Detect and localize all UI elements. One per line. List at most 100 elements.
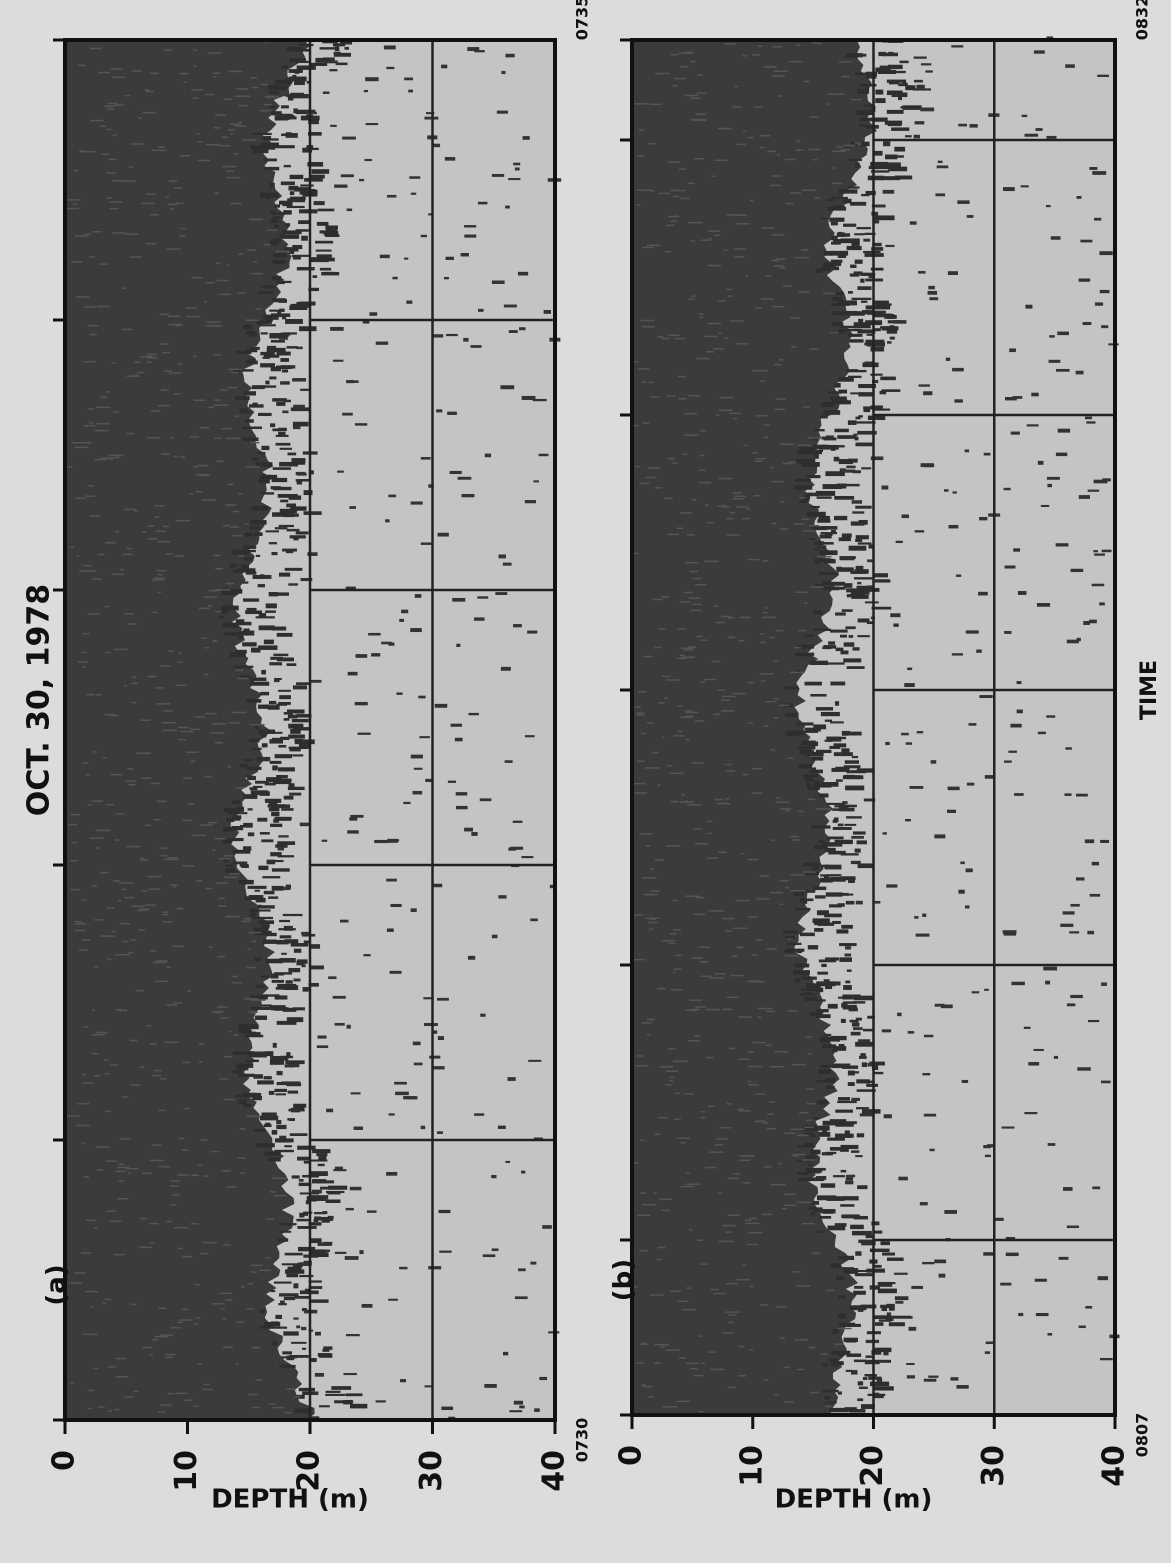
echo-speckle (243, 1104, 251, 1108)
layer-texture (96, 830, 111, 832)
layer-texture (152, 150, 167, 152)
layer-texture (266, 1218, 274, 1220)
layer-texture (106, 197, 111, 199)
layer-texture (799, 291, 810, 293)
echo-speckle (319, 1353, 332, 1357)
layer-texture (124, 509, 136, 511)
layer-texture (98, 72, 110, 74)
figure-title: OCT. 30, 1978 (22, 584, 57, 816)
layer-texture (685, 562, 698, 564)
echo-speckle (875, 1322, 883, 1326)
layer-texture (113, 649, 127, 651)
echo-speckle (856, 1079, 870, 1083)
echo-speckle (316, 1153, 327, 1156)
echo-speckle (843, 1196, 859, 1200)
layer-texture (164, 859, 178, 861)
layer-texture (115, 457, 120, 459)
layer-texture (108, 1366, 116, 1368)
echo-speckle (838, 377, 854, 382)
echo-speckle (825, 985, 832, 989)
layer-texture (244, 998, 259, 1000)
layer-texture (657, 1117, 667, 1119)
echo-speckle (799, 447, 817, 450)
layer-texture (227, 177, 241, 179)
layer-texture (810, 586, 824, 588)
layer-texture (783, 1367, 789, 1369)
layer-texture (681, 198, 690, 200)
echo-speckle (825, 957, 839, 960)
echo-speckle (259, 1326, 273, 1329)
echo-speckle (807, 512, 826, 517)
echo-speckle (287, 1017, 303, 1022)
echo-target (330, 327, 344, 331)
layer-texture (191, 835, 205, 837)
layer-texture (778, 95, 783, 97)
layer-texture (678, 376, 686, 378)
layer-texture (692, 762, 704, 764)
echo-target (944, 1210, 957, 1214)
echo-speckle (290, 506, 306, 510)
layer-texture (240, 1172, 245, 1174)
layer-texture (694, 158, 704, 160)
echo-speckle (289, 783, 295, 787)
echo-speckle (316, 1180, 334, 1183)
layer-texture (651, 890, 660, 892)
layer-texture (244, 918, 251, 920)
echo-speckle (250, 913, 256, 917)
layer-texture (274, 1195, 287, 1197)
layer-texture (177, 363, 181, 365)
echo-target (995, 1218, 1003, 1221)
echo-speckle (271, 1290, 275, 1292)
echo-target (920, 1202, 928, 1205)
layer-texture (208, 407, 214, 409)
layer-texture (739, 640, 745, 642)
echo-speckle (324, 231, 339, 236)
layer-texture (760, 633, 764, 635)
echo-speckle (803, 774, 818, 777)
echo-target (464, 828, 473, 832)
layer-texture (797, 444, 811, 446)
layer-texture (116, 1376, 129, 1378)
echo-target (1045, 981, 1050, 985)
echo-target (471, 345, 482, 348)
layer-texture (790, 1128, 804, 1130)
layer-texture (225, 583, 234, 585)
layer-texture (225, 1056, 233, 1058)
echo-target (948, 787, 960, 791)
layer-texture (175, 1393, 187, 1395)
echo-target (1071, 569, 1084, 572)
layer-texture (216, 263, 220, 265)
echo-target (521, 1171, 525, 1174)
echo-speckle (845, 981, 850, 984)
echo-speckle (317, 254, 332, 257)
echo-speckle (848, 186, 860, 188)
echo-speckle (238, 1074, 255, 1077)
layer-texture (700, 430, 706, 432)
echo-speckle (288, 734, 305, 738)
layer-texture (841, 76, 849, 78)
echo-target (949, 525, 959, 529)
echo-speckle (274, 1150, 293, 1152)
echo-speckle (274, 204, 280, 207)
echo-target (492, 280, 505, 283)
layer-texture (66, 199, 80, 201)
layer-texture (249, 219, 263, 221)
echo-speckle (251, 1007, 271, 1010)
layer-texture (728, 1314, 736, 1316)
layer-texture (812, 1253, 820, 1255)
echo-speckle (233, 850, 251, 854)
layer-texture (653, 1193, 657, 1195)
layer-texture (691, 610, 702, 612)
echo-speckle (875, 579, 891, 582)
echo-target (411, 193, 416, 195)
layer-texture (791, 874, 805, 876)
layer-texture (190, 436, 199, 438)
echo-target (920, 107, 934, 111)
echo-speckle (819, 572, 839, 575)
layer-texture (265, 96, 279, 98)
echo-target (390, 904, 401, 907)
layer-texture (661, 676, 670, 678)
layer-texture (717, 505, 726, 507)
layer-texture (235, 125, 246, 127)
echo-speckle (273, 654, 288, 657)
